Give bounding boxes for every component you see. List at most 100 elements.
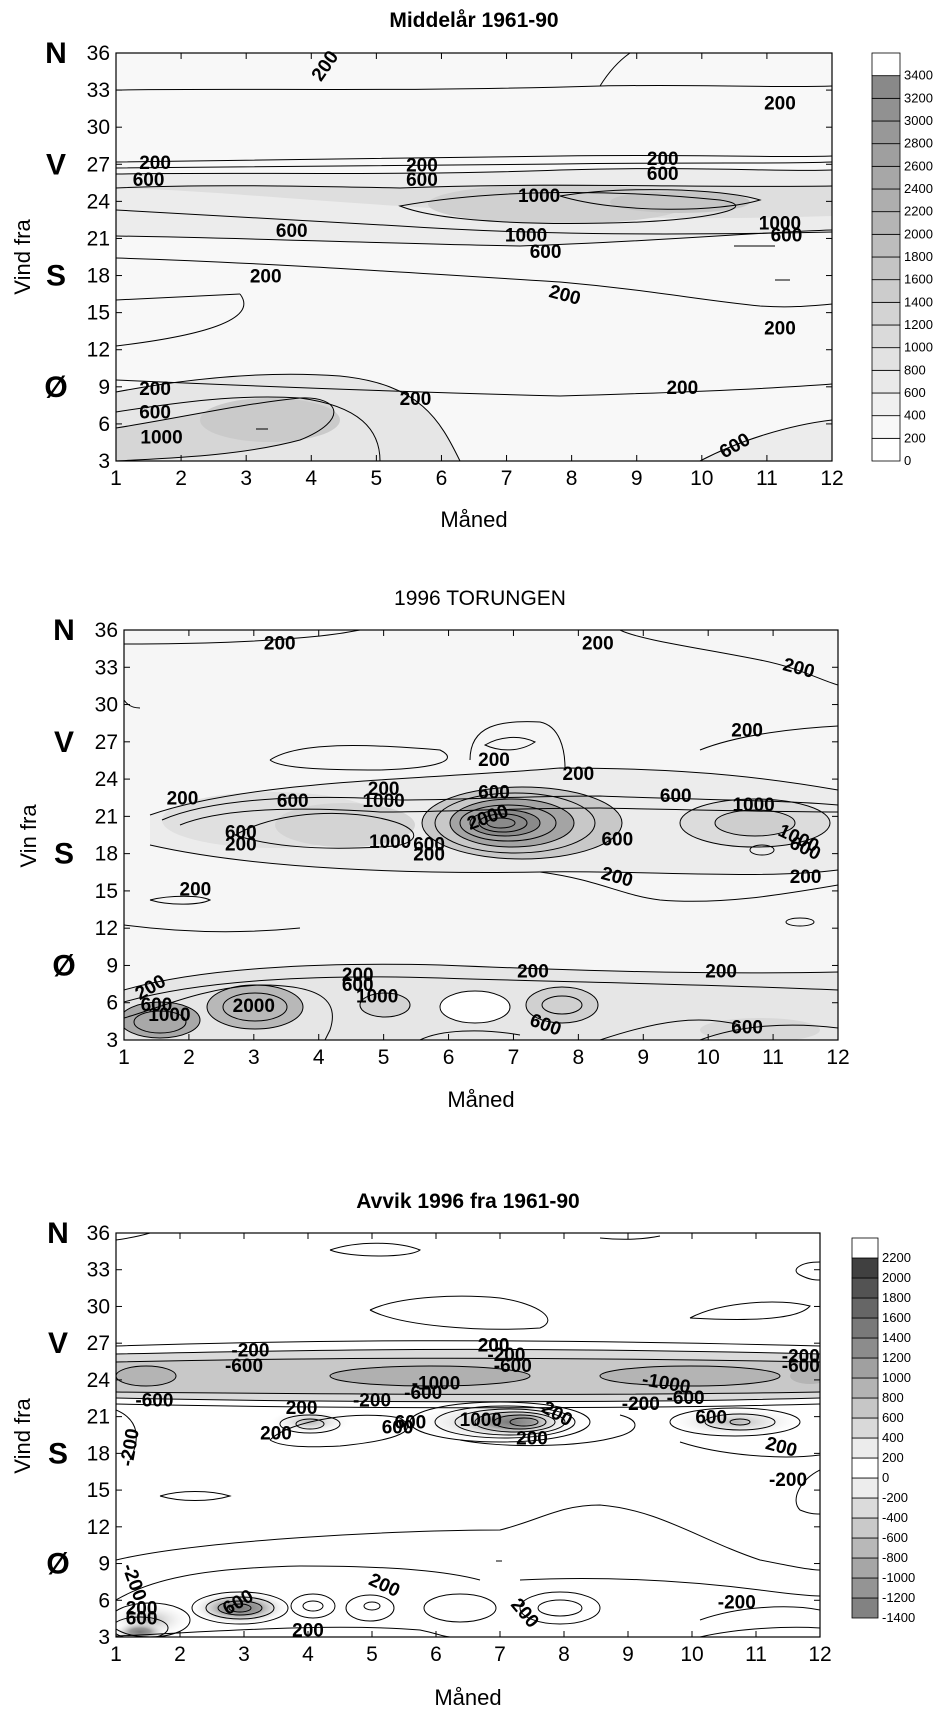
- x-tick-label: 11: [745, 1643, 767, 1666]
- y-tick-label: 30: [87, 1295, 110, 1318]
- contour-label: 200: [139, 379, 171, 400]
- colorbar-cell: [871, 256, 901, 281]
- direction-label: N: [47, 1217, 69, 1250]
- y-tick-label: 18: [95, 843, 118, 866]
- contour-label: 600: [695, 1408, 727, 1429]
- colorbar-cell: [851, 1577, 879, 1599]
- colorbar-cell: [851, 1277, 879, 1299]
- colorbar-label: 1200: [882, 1350, 911, 1365]
- colorbar-cell: [851, 1537, 879, 1559]
- contour-label: -600: [404, 1383, 442, 1404]
- contour-label: 200: [406, 155, 438, 176]
- colorbar-label: -400: [882, 1510, 908, 1525]
- contour-label: 600: [530, 242, 562, 263]
- contour-label: 200: [400, 389, 432, 410]
- colorbar-label: -200: [882, 1490, 908, 1505]
- direction-label: Ø: [52, 949, 75, 982]
- contour-label: 1000: [356, 986, 398, 1007]
- chart2-title: 1996 TORUNGEN: [394, 587, 566, 610]
- y-tick-label: 33: [95, 656, 118, 679]
- colorbar-cell: [851, 1237, 879, 1259]
- contour-label: 200: [478, 1335, 510, 1356]
- contour-label: 200: [764, 93, 796, 114]
- x-tick-label: 1: [118, 1046, 130, 1069]
- contour-label: 1000: [362, 791, 404, 812]
- x-tick-label: 6: [436, 467, 448, 490]
- colorbar-cell: [851, 1337, 879, 1359]
- x-tick-label: 5: [366, 1643, 378, 1666]
- x-tick-label: 1: [110, 467, 122, 490]
- y-tick-label: 12: [95, 917, 118, 940]
- contour-label: 200: [517, 961, 549, 982]
- colorbar-cell: [851, 1597, 879, 1619]
- colorbar-cell: [851, 1357, 879, 1379]
- contour-label: 1000: [148, 1005, 190, 1026]
- colorbar-label: -600: [882, 1530, 908, 1545]
- contour-label: 200: [478, 750, 510, 771]
- y-tick-label: 12: [87, 1516, 110, 1539]
- colorbar-cell: [851, 1257, 879, 1279]
- chart3-title: Avvik 1996 fra 1961-90: [356, 1190, 579, 1213]
- colorbar-cell: [871, 369, 901, 394]
- colorbar-cell: [871, 233, 901, 258]
- contour-label: -600: [494, 1356, 532, 1377]
- contour-label: 200: [563, 764, 595, 785]
- contour-label: 1000: [759, 213, 801, 234]
- colorbar-label: 2200: [904, 204, 933, 219]
- contour-label: 200: [286, 1398, 318, 1419]
- colorbar-cell: [851, 1437, 879, 1459]
- contour-label: 600: [382, 1417, 414, 1438]
- colorbar-cell: [871, 324, 901, 349]
- contour-label: 600: [406, 170, 438, 191]
- chart1-ylabel: Vind fra: [10, 219, 35, 295]
- x-tick-label: 9: [637, 1046, 649, 1069]
- contour-label: 600: [395, 1413, 427, 1434]
- chart1-direction-labels: N V S Ø: [44, 37, 67, 404]
- direction-label: S: [46, 260, 66, 293]
- x-tick-label: 11: [756, 467, 778, 490]
- y-tick-label: 9: [106, 954, 118, 977]
- contour-label: 600: [276, 221, 308, 242]
- x-tick-label: 10: [690, 467, 713, 490]
- contour-label: 600: [478, 783, 510, 804]
- x-tick-label: 8: [573, 1046, 585, 1069]
- chart2-direction-labels: N V S Ø: [52, 614, 75, 982]
- colorbar-label: 3200: [904, 90, 933, 105]
- colorbar-label: 200: [882, 1450, 904, 1465]
- contour-label: 200: [264, 633, 296, 654]
- x-tick-label: 3: [248, 1046, 260, 1069]
- colorbar-label: 1400: [882, 1330, 911, 1345]
- colorbar-cell: [871, 75, 901, 99]
- colorbar-label: 800: [904, 362, 926, 377]
- colorbar-label: 1600: [882, 1310, 911, 1325]
- contour-label: 600: [342, 975, 374, 996]
- contour-label: -200: [782, 1346, 820, 1367]
- y-tick-label: 36: [87, 1222, 110, 1245]
- chart3-contour-lines: [116, 1233, 820, 1637]
- chart2-ylabel: Vin fra: [16, 804, 41, 868]
- colorbar-cell: [871, 347, 901, 371]
- colorbar-label: 2600: [904, 158, 933, 173]
- x-tick-label: 4: [313, 1046, 325, 1069]
- colorbar-label: 800: [882, 1390, 904, 1405]
- contour-label: -1000: [412, 1373, 461, 1394]
- contour-label: 200: [413, 845, 445, 866]
- colorbar-label: 1000: [882, 1370, 911, 1385]
- y-tick-label: 21: [87, 227, 110, 250]
- direction-label: Ø: [46, 1548, 69, 1581]
- contour-label: 1000: [518, 186, 560, 207]
- chart-deviation-1996: Avvik 1996 fra 1961-90: [10, 1190, 915, 1710]
- direction-label: N: [53, 614, 75, 647]
- contour-label: 2000: [233, 996, 275, 1017]
- colorbar-label: 400: [904, 408, 926, 423]
- colorbar-cell: [871, 279, 901, 303]
- x-tick-label: 4: [305, 467, 317, 490]
- chart1-x-ticks: 1 2 3 4 5 6 7 8 9 10 11 12: [110, 53, 844, 490]
- x-tick-label: 5: [378, 1046, 390, 1069]
- contour-label: 600: [277, 791, 309, 812]
- colorbar-label: 1800: [882, 1290, 911, 1305]
